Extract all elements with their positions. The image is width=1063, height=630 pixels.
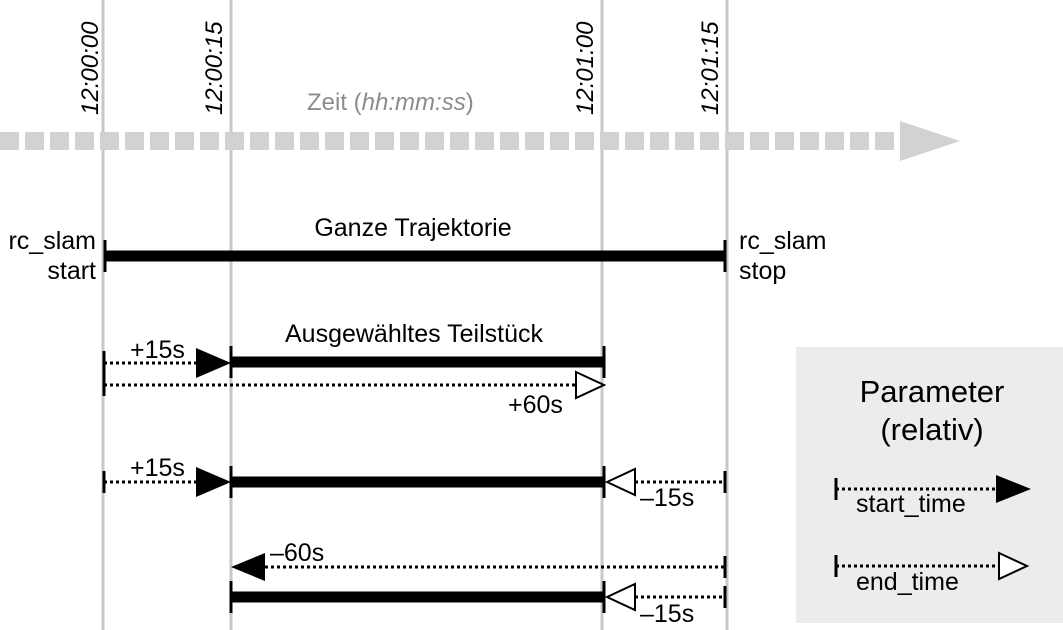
example2-start-time-arrow	[102, 467, 231, 497]
example3-selected-segment	[229, 581, 606, 613]
example2-end-offset: –15s	[640, 484, 694, 512]
example1-title: Ausgewähltes Teilstück	[285, 320, 544, 348]
example2-selected-segment	[229, 466, 606, 498]
rc-slam-start-label-line1: rc_slam	[8, 227, 96, 255]
example1-end-offset: +60s	[508, 391, 563, 419]
tick-label-12-01-00: 12:01:00	[572, 21, 599, 115]
legend: Parameter (relativ) start_time end_time	[796, 347, 1063, 623]
legend-end-time-label: end_time	[856, 568, 959, 596]
example1-start-time-arrow	[102, 348, 231, 378]
time-axis-arrowhead	[900, 121, 960, 161]
rc-slam-start-label-line2: start	[47, 257, 96, 285]
axis-title: Zeit (hh:mm:ss)	[307, 89, 474, 116]
example3-end-time-arrow	[604, 582, 727, 612]
example1-start-offset: +15s	[130, 336, 185, 364]
tick-label-12-01-15: 12:01:15	[697, 21, 724, 115]
tick-label-12-00-15: 12:00:15	[201, 21, 228, 115]
example3-start-offset: –60s	[270, 539, 324, 567]
legend-title-line1: Parameter	[860, 374, 1005, 409]
example3-start-time-arrow	[231, 553, 727, 581]
example1-selected-segment	[229, 346, 606, 378]
rc-slam-stop-label-line2: stop	[739, 257, 786, 285]
example2-end-time-arrow	[604, 467, 727, 497]
legend-title-line2: (relativ)	[880, 412, 983, 447]
example2-start-offset: +15s	[130, 454, 185, 482]
rc-slam-stop-label-line1: rc_slam	[739, 227, 827, 255]
example1-end-time-arrow	[102, 370, 607, 400]
example3-end-offset: –15s	[640, 600, 694, 628]
legend-end-time-arrow	[834, 551, 1030, 581]
legend-start-time-arrow	[834, 475, 1031, 503]
full-trajectory-bar	[103, 240, 727, 272]
legend-start-time-label: start_time	[856, 490, 966, 518]
tick-label-12-00-00: 12:00:00	[77, 21, 104, 115]
full-trajectory-title: Ganze Trajektorie	[314, 214, 511, 242]
